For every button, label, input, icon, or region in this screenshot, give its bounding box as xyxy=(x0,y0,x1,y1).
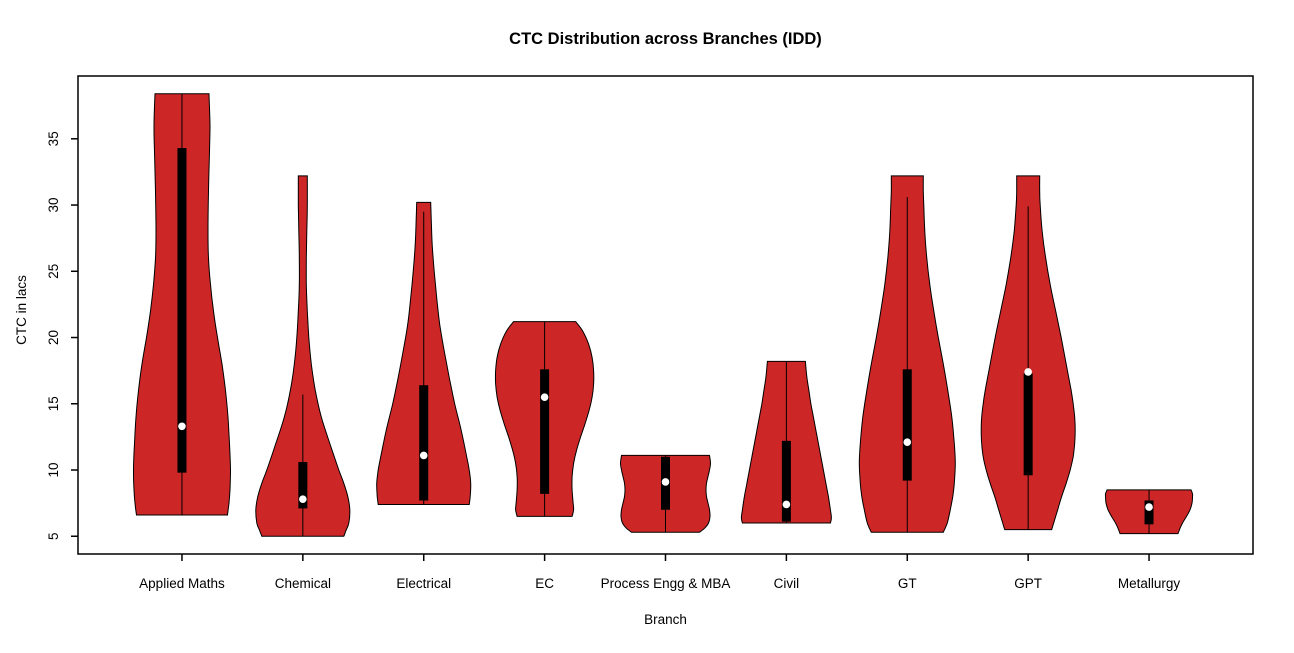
median-dot-process-engg-mba xyxy=(661,478,670,486)
x-tick-label: Process Engg & MBA xyxy=(601,576,731,591)
median-dot-gpt xyxy=(1024,368,1032,376)
violin-chemical xyxy=(255,175,351,537)
x-tick-label: Metallurgy xyxy=(1118,576,1181,591)
x-tick-label: Applied Maths xyxy=(139,576,225,591)
x-tick-label: Electrical xyxy=(396,576,451,591)
violin-shape-chemical xyxy=(255,175,351,537)
iqr-box-ec xyxy=(540,369,550,494)
iqr-box-civil xyxy=(781,440,791,522)
y-tick-label: 35 xyxy=(46,131,61,146)
violin-gt xyxy=(858,175,956,533)
iqr-box-chemical xyxy=(298,462,308,509)
violin-gpt xyxy=(980,175,1076,531)
median-dot-gt xyxy=(903,438,912,446)
median-dot-ec xyxy=(540,393,549,401)
iqr-box-metallurgy xyxy=(1144,500,1154,525)
median-dot-chemical xyxy=(299,495,307,503)
y-tick-label: 25 xyxy=(46,264,61,279)
y-tick-label: 5 xyxy=(46,532,61,540)
violin-applied-maths xyxy=(132,93,232,516)
iqr-box-applied-maths xyxy=(177,148,187,473)
x-tick-label: GPT xyxy=(1014,576,1042,591)
x-tick-label: GT xyxy=(898,576,917,591)
median-dot-metallurgy xyxy=(1145,503,1153,511)
chart-title: CTC Distribution across Branches (IDD) xyxy=(509,30,822,48)
median-dot-civil xyxy=(782,500,791,509)
y-tick-label: 15 xyxy=(46,396,61,411)
iqr-box-gpt xyxy=(1023,373,1033,476)
y-tick-label: 20 xyxy=(46,330,61,345)
violin-electrical xyxy=(376,201,472,505)
x-tick-label: Chemical xyxy=(275,576,331,591)
iqr-box-gt xyxy=(902,369,912,481)
iqr-box-electrical xyxy=(419,385,429,501)
violin-civil xyxy=(740,360,832,524)
x-tick-label: Civil xyxy=(774,576,800,591)
x-axis-label: Branch xyxy=(644,612,687,627)
median-dot-electrical xyxy=(419,451,428,460)
median-dot-applied-maths xyxy=(178,422,186,431)
violin-ec xyxy=(494,321,595,517)
y-tick-label: 30 xyxy=(46,198,61,213)
violin-metallurgy xyxy=(1104,489,1194,535)
y-tick-label: 10 xyxy=(46,462,61,477)
violin-process-engg-mba xyxy=(619,454,712,533)
x-tick-label: EC xyxy=(535,576,554,591)
